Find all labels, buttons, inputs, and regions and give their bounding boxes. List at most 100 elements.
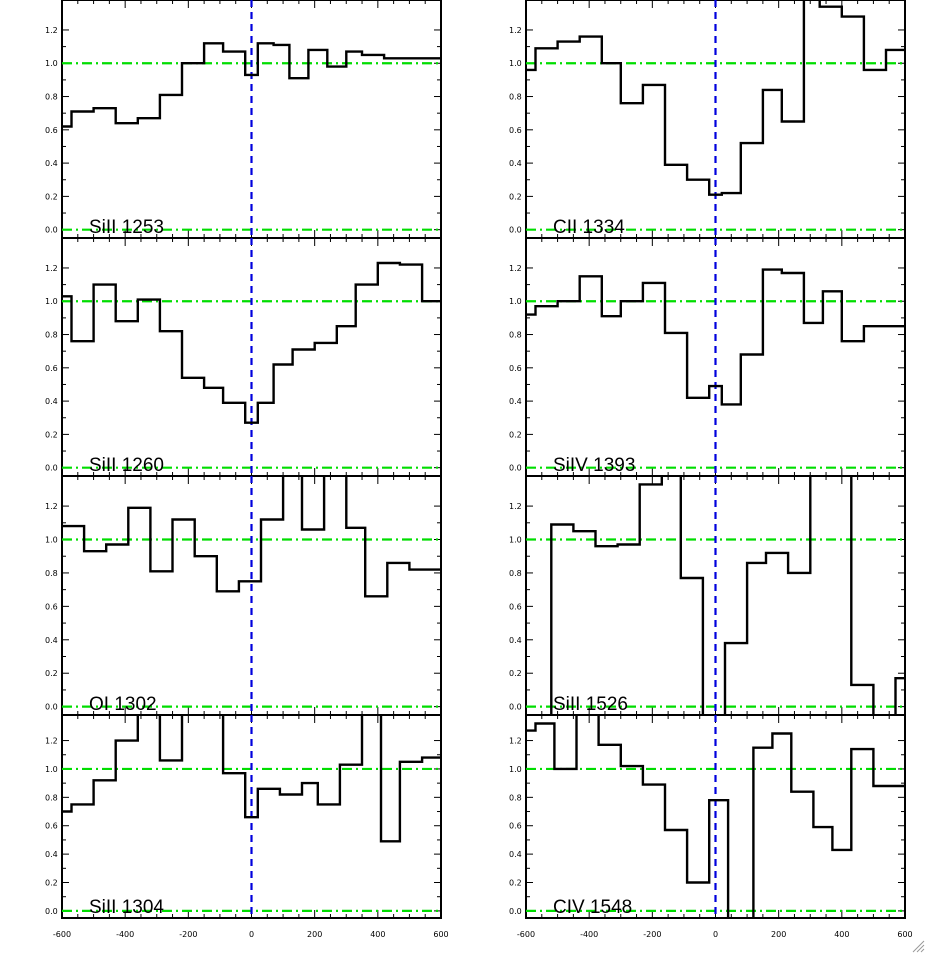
panel-siiv-1393: 0.0 0.2 0.4 0.6 0.8 1.0 1.2 SiIV 1393 [509,237,906,477]
panel-siii-1253: 0.0 0.2 0.4 0.6 0.8 1.0 1.2 SiII 1253 [45,0,442,239]
y-tick-label: 0.2 [45,879,58,888]
spectrum-line [62,261,441,424]
y-tick-label: 0.4 [45,850,58,859]
y-tick-label: 0.8 [45,93,58,102]
y-tick-label: 0.6 [45,126,58,135]
resize-grip-icon[interactable] [911,939,925,953]
y-tick-label: 0.0 [509,226,522,235]
y-tick-label: 1.0 [45,59,58,68]
x-tick-label: -200 [643,930,661,939]
x-tick-label: -600 [517,930,535,939]
panel-frame [525,237,906,477]
y-tick-label: 1.0 [509,536,522,545]
line-label: OI 1302 [89,694,157,715]
line-label: SiII 1304 [89,897,164,918]
x-tick-label: 600 [897,930,912,939]
spectrum-line [62,715,441,843]
y-tick-label: 0.4 [45,636,58,645]
y-tick-label: 0.0 [509,703,522,712]
x-tick-label: -200 [179,930,197,939]
spectrum-line [526,715,905,918]
spectrum-line [62,476,441,598]
y-tick-label: 0.2 [509,879,522,888]
panel-siii-1526: 0.0 0.2 0.4 0.6 0.8 1.0 1.2 SiII 1526 [509,475,906,716]
panel-frame [61,237,442,477]
y-tick-label: 0.8 [509,93,522,102]
panel-oi-1302: 0.0 0.2 0.4 0.6 0.8 1.0 1.2 OI 1302 [45,475,442,716]
y-tick-label: 0.8 [509,793,522,802]
y-tick-label: 0.8 [45,569,58,578]
x-tick-label: -400 [116,930,134,939]
y-tick-label: 1.2 [45,264,58,273]
y-tick-label: 0.6 [509,822,522,831]
y-tick-label: 0.4 [45,159,58,168]
panel-cii-1334: 0.0 0.2 0.4 0.6 0.8 1.0 1.2 CII 1334 [509,0,906,239]
x-tick-label: 0 [249,930,254,939]
panel-siii-1304: 0.0 0.2 0.4 0.6 0.8 1.0 1.2 -600 -400 -200 0 200 400… [45,714,449,939]
x-tick-label: 400 [370,930,385,939]
x-tick-label: 200 [771,930,786,939]
y-tick-label: 0.4 [509,159,522,168]
panel-siii-1260: 0.0 0.2 0.4 0.6 0.8 1.0 1.2 SiII 1260 [45,237,442,477]
y-tick-label: 1.0 [509,297,522,306]
y-tick-label: 0.0 [45,907,58,916]
y-tick-label: 0.8 [509,331,522,340]
y-tick-label: 0.4 [509,850,522,859]
y-tick-label: 0.6 [45,364,58,373]
y-tick-label: 0.6 [509,126,522,135]
y-tick-label: 0.2 [509,669,522,678]
y-tick-label: 0.0 [45,703,58,712]
line-label: CII 1334 [553,217,625,238]
spectrum-line [62,42,441,128]
x-tick-label: -400 [580,930,598,939]
y-tick-label: 0.4 [509,397,522,406]
y-tick-label: 0.0 [45,226,58,235]
x-tick-label: 0 [713,930,718,939]
x-tick-label: 600 [433,930,448,939]
y-tick-label: 0.6 [45,602,58,611]
y-tick-label: 1.2 [509,502,522,511]
line-label: CIV 1548 [553,897,632,918]
y-tick-label: 1.0 [45,297,58,306]
y-tick-label: 1.2 [45,26,58,35]
y-tick-label: 1.2 [509,737,522,746]
y-tick-label: 0.8 [45,331,58,340]
line-label: SiIV 1393 [553,455,635,476]
y-tick-label: 0.8 [45,793,58,802]
y-tick-label: 0.2 [45,669,58,678]
panel-civ-1548: 0.0 0.2 0.4 0.6 0.8 1.0 1.2 -600 -400 -200 0 200 400… [509,714,913,939]
y-tick-label: 0.2 [45,430,58,439]
y-tick-label: 0.6 [509,602,522,611]
y-tick-label: 1.2 [45,502,58,511]
panel-frame [61,0,442,239]
x-tick-label: 200 [307,930,322,939]
y-tick-label: 1.0 [509,59,522,68]
y-tick-label: 0.8 [509,569,522,578]
line-label: SiII 1260 [89,455,164,476]
y-tick-label: 1.0 [45,765,58,774]
y-tick-label: 0.6 [45,822,58,831]
panel-frame [525,475,906,716]
y-tick-label: 1.0 [509,765,522,774]
y-tick-label: 0.0 [509,907,522,916]
x-tick-label: 400 [834,930,849,939]
y-tick-label: 0.2 [509,192,522,201]
y-tick-label: 1.2 [509,264,522,273]
spectrum-line [526,0,905,196]
line-label: SiII 1526 [553,694,628,715]
line-label: SiII 1253 [89,217,164,238]
spectrum-line [550,476,905,715]
y-tick-label: 0.6 [509,364,522,373]
x-tick-label: -600 [53,930,71,939]
y-tick-label: 0.4 [45,397,58,406]
y-tick-label: 1.2 [45,737,58,746]
y-tick-label: 0.0 [509,464,522,473]
y-tick-label: 0.2 [509,430,522,439]
y-tick-label: 1.0 [45,536,58,545]
y-tick-label: 1.2 [509,26,522,35]
y-tick-label: 0.0 [45,464,58,473]
spectrum-line [526,268,905,406]
y-tick-label: 0.4 [509,636,522,645]
y-tick-label: 0.2 [45,192,58,201]
